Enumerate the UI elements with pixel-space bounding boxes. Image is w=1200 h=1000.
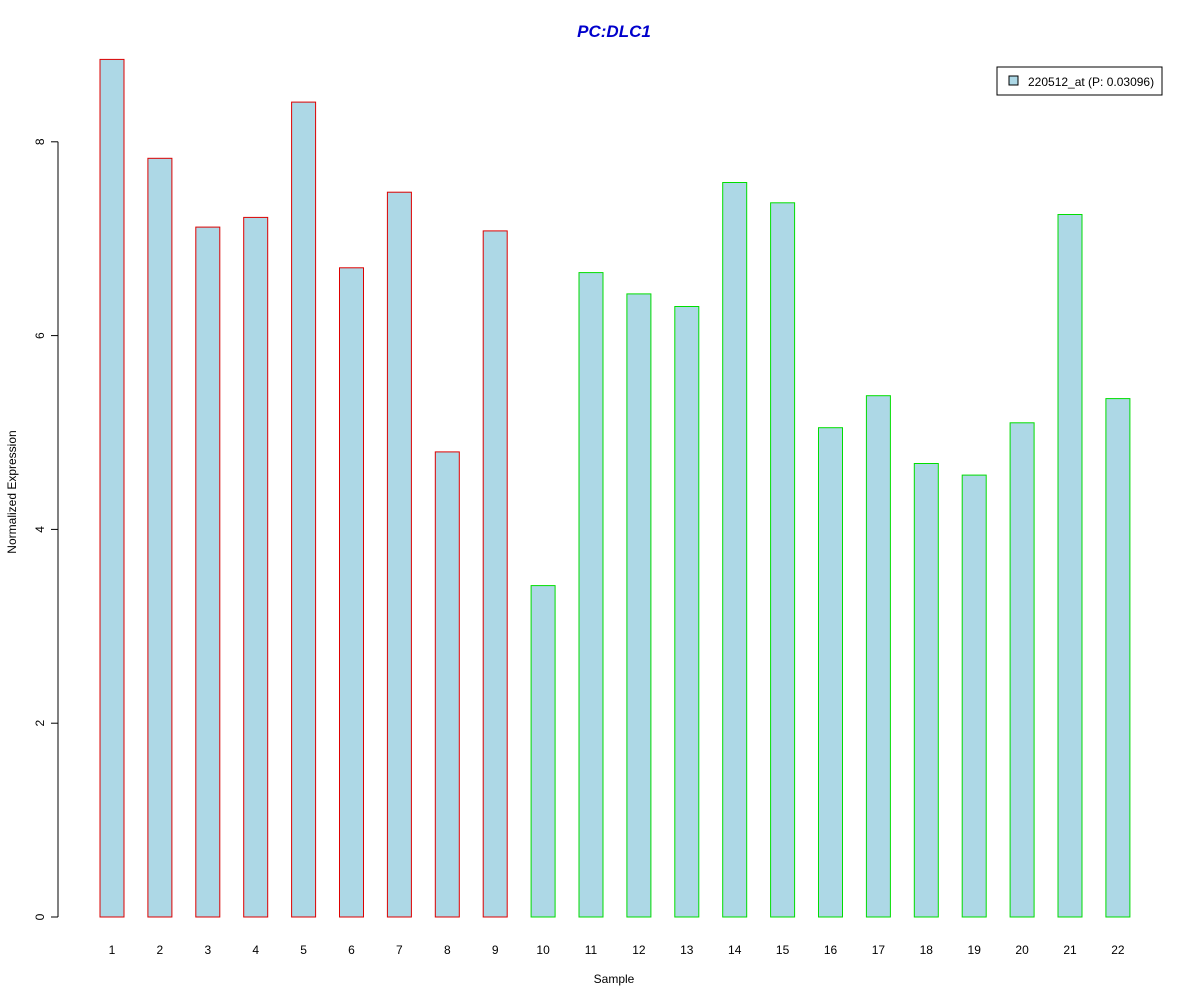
y-tick-label: 8 xyxy=(33,138,47,145)
bar-sample-1 xyxy=(99,58,125,918)
x-tick-label: 7 xyxy=(396,943,403,957)
bar-sample-11 xyxy=(578,272,604,918)
bar-sample-19 xyxy=(961,474,987,918)
x-tick-label: 14 xyxy=(728,943,742,957)
bar-sample-2 xyxy=(147,157,173,918)
x-tick-label: 1 xyxy=(109,943,116,957)
y-tick-label: 6 xyxy=(33,332,47,339)
bar-sample-10 xyxy=(530,585,556,918)
y-axis: 0 2 4 6 8 xyxy=(33,138,59,920)
x-tick-label: 15 xyxy=(776,943,790,957)
x-tick-label: 9 xyxy=(492,943,499,957)
x-tick-label: 22 xyxy=(1111,943,1125,957)
bar-sample-15 xyxy=(770,202,796,918)
y-tick-label: 4 xyxy=(33,526,47,533)
bar-sample-18 xyxy=(913,463,939,918)
chart-title: PC:DLC1 xyxy=(577,22,651,41)
legend-label: 220512_at (P: 0.03096) xyxy=(1028,75,1154,89)
legend-box xyxy=(996,66,1163,96)
bar-sample-21 xyxy=(1057,214,1083,918)
x-axis-label: Sample xyxy=(594,972,635,986)
bar-sample-12 xyxy=(626,293,652,918)
x-tick-label: 20 xyxy=(1015,943,1029,957)
bar-sample-20 xyxy=(1009,422,1035,918)
x-tick-label: 13 xyxy=(680,943,694,957)
bar-sample-8 xyxy=(434,451,460,918)
legend: 220512_at (P: 0.03096) xyxy=(996,66,1163,96)
x-tick-label: 5 xyxy=(300,943,307,957)
bar-sample-4 xyxy=(243,216,269,918)
bar-sample-5 xyxy=(291,101,317,918)
legend-swatch xyxy=(1008,75,1019,86)
x-tick-label: 11 xyxy=(585,943,598,957)
bar-sample-3 xyxy=(195,226,221,918)
x-tick-label: 6 xyxy=(348,943,355,957)
bar-sample-17 xyxy=(865,395,891,918)
bar-sample-22 xyxy=(1105,398,1131,918)
x-tick-label: 16 xyxy=(824,943,838,957)
bar-sample-7 xyxy=(386,191,412,918)
x-tick-labels: 1 2 3 4 5 6 7 8 9 10 11 12 13 14 15 16 17 18 19 20 21 22 xyxy=(109,943,1125,957)
x-tick-label: 4 xyxy=(252,943,259,957)
bars-group xyxy=(99,58,1131,918)
bar-sample-9 xyxy=(482,230,508,918)
bar-sample-14 xyxy=(722,182,748,918)
x-tick-label: 21 xyxy=(1063,943,1077,957)
x-tick-label: 2 xyxy=(157,943,164,957)
bar-sample-16 xyxy=(818,427,843,918)
y-tick-label: 0 xyxy=(33,913,47,920)
x-tick-label: 8 xyxy=(444,943,451,957)
bar-sample-13 xyxy=(674,306,700,918)
x-tick-label: 10 xyxy=(536,943,550,957)
x-tick-label: 12 xyxy=(632,943,646,957)
x-tick-label: 18 xyxy=(920,943,934,957)
y-axis-label: Normalized Expression xyxy=(5,430,19,553)
x-tick-label: 3 xyxy=(204,943,211,957)
x-tick-label: 19 xyxy=(968,943,982,957)
y-tick-label: 2 xyxy=(33,720,47,727)
bar-sample-6 xyxy=(339,267,364,918)
x-tick-label: 17 xyxy=(872,943,886,957)
